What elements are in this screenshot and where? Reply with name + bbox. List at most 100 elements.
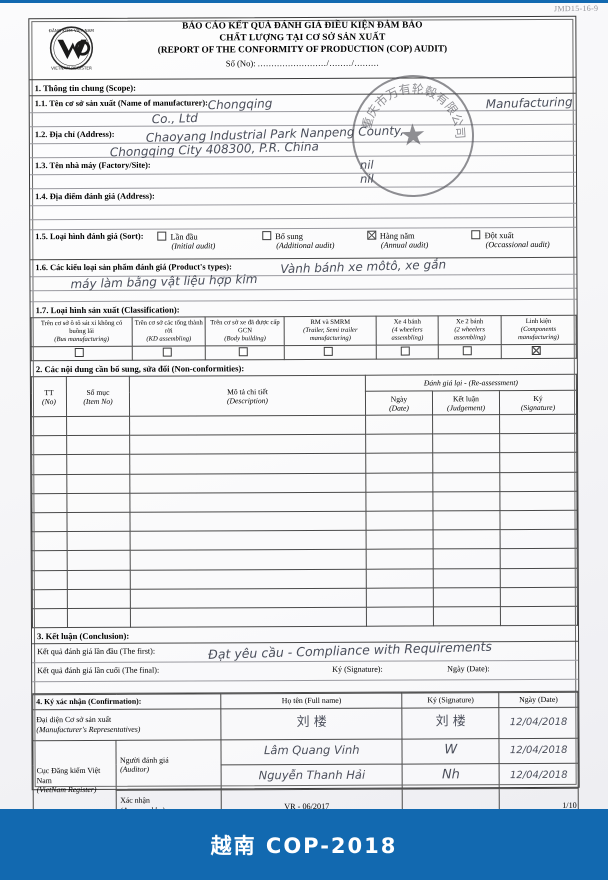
table-cell[interactable] bbox=[366, 530, 434, 550]
table-cell[interactable] bbox=[67, 550, 131, 571]
table-cell[interactable] bbox=[66, 512, 131, 532]
field-1-7-label: 1.7. Loại hình sản xuất (Classification)… bbox=[35, 304, 180, 315]
table-cell[interactable] bbox=[31, 493, 67, 513]
table-cell[interactable] bbox=[32, 531, 68, 552]
checkbox-occasional-audit[interactable] bbox=[471, 230, 481, 240]
table-cell[interactable] bbox=[32, 608, 68, 628]
table-cell[interactable] bbox=[129, 511, 367, 532]
classification-cell-4wheelers[interactable] bbox=[376, 344, 439, 360]
classification-cell-body[interactable] bbox=[205, 345, 285, 360]
table-cell[interactable] bbox=[66, 435, 130, 455]
table-cell[interactable] bbox=[365, 434, 433, 454]
conclusion-spacer bbox=[32, 679, 579, 695]
table-cell[interactable] bbox=[129, 453, 366, 474]
table-cell[interactable] bbox=[130, 568, 367, 589]
table-cell[interactable] bbox=[366, 549, 434, 569]
table-cell[interactable] bbox=[499, 414, 577, 434]
table-cell[interactable] bbox=[366, 568, 434, 588]
table-cell[interactable] bbox=[130, 549, 367, 570]
table-cell[interactable] bbox=[432, 453, 500, 473]
table-cell[interactable] bbox=[130, 530, 367, 551]
table-cell[interactable] bbox=[129, 472, 366, 494]
table-cell[interactable] bbox=[32, 550, 68, 571]
checkbox-4wheelers-assembling[interactable] bbox=[400, 346, 410, 356]
table-cell[interactable] bbox=[129, 434, 366, 455]
table-cell[interactable] bbox=[432, 491, 500, 511]
table-cell[interactable] bbox=[432, 433, 500, 454]
classification-cell-kd[interactable] bbox=[132, 345, 206, 361]
table-cell[interactable] bbox=[66, 416, 130, 436]
table-cell[interactable] bbox=[130, 607, 367, 628]
nc-col-no-vi: TT bbox=[44, 387, 54, 397]
classification-col-body-en: (Body building) bbox=[224, 335, 266, 343]
checkbox-trailer-manufacturing[interactable] bbox=[323, 346, 333, 356]
classification-cell-2wheelers[interactable] bbox=[438, 344, 501, 359]
table-cell[interactable] bbox=[432, 414, 500, 435]
table-cell[interactable] bbox=[500, 548, 578, 569]
table-cell[interactable] bbox=[500, 606, 578, 626]
table-cell[interactable] bbox=[499, 471, 577, 492]
table-cell[interactable] bbox=[66, 493, 130, 513]
sort-option-additional[interactable]: Bổ sung (Additional audit) bbox=[262, 229, 367, 250]
table-cell[interactable] bbox=[500, 586, 578, 607]
table-cell[interactable] bbox=[129, 415, 366, 436]
table-cell[interactable] bbox=[365, 414, 433, 435]
table-cell[interactable] bbox=[499, 433, 577, 454]
table-cell[interactable] bbox=[66, 473, 130, 494]
table-cell[interactable] bbox=[432, 510, 501, 531]
sort-option-annual[interactable]: Hàng năm (Annual audit) bbox=[366, 228, 472, 250]
table-cell[interactable] bbox=[365, 510, 434, 531]
classification-cell-trailer[interactable] bbox=[284, 345, 377, 360]
table-cell[interactable] bbox=[500, 529, 578, 549]
sort-option-initial[interactable]: Lần đầu (Initial audit) bbox=[143, 229, 262, 251]
table-cell[interactable] bbox=[67, 608, 131, 628]
table-cell[interactable] bbox=[67, 531, 131, 551]
sort-option-occasional[interactable]: Đột xuất (Occassional audit) bbox=[471, 228, 577, 249]
table-cell[interactable] bbox=[499, 491, 577, 511]
confirmation-fullname-auditor2-value: Nguyễn Thanh Hải bbox=[258, 768, 366, 783]
table-cell[interactable] bbox=[66, 454, 130, 475]
table-cell[interactable] bbox=[499, 510, 578, 530]
confirmation-signature-auditor2-value: Nh bbox=[441, 767, 460, 783]
table-cell[interactable] bbox=[433, 548, 501, 569]
table-cell[interactable] bbox=[32, 570, 68, 590]
classification-cell-components[interactable] bbox=[500, 344, 577, 359]
checkbox-body-building[interactable] bbox=[238, 347, 248, 357]
table-cell[interactable] bbox=[67, 569, 131, 590]
table-cell[interactable] bbox=[32, 589, 68, 609]
table-cell[interactable] bbox=[31, 512, 68, 532]
checkbox-bus-manufacturing[interactable] bbox=[75, 347, 85, 357]
table-cell[interactable] bbox=[366, 587, 434, 608]
table-cell[interactable] bbox=[129, 491, 366, 513]
checkbox-additional-audit[interactable] bbox=[262, 231, 272, 241]
checkbox-initial-audit[interactable] bbox=[157, 231, 167, 241]
nonconformities-body bbox=[31, 414, 578, 628]
checkbox-components-manufacturing[interactable] bbox=[532, 345, 542, 356]
table-cell[interactable] bbox=[31, 474, 67, 494]
table-cell[interactable] bbox=[365, 491, 433, 512]
field-1-3-label: 1.3. Tên nhà máy (Factory/Site): bbox=[34, 160, 151, 171]
table-cell[interactable] bbox=[433, 606, 501, 626]
field-1-6-label: 1.6. Các kiểu loại sản phẩm đánh giá (Pr… bbox=[35, 262, 232, 273]
table-cell[interactable] bbox=[31, 454, 67, 475]
table-cell[interactable] bbox=[500, 567, 578, 588]
table-cell[interactable] bbox=[433, 587, 501, 607]
classification-cell-bus[interactable] bbox=[31, 346, 133, 361]
table-cell[interactable] bbox=[130, 587, 367, 609]
table-cell[interactable] bbox=[67, 588, 131, 609]
checkbox-2wheelers-assembling[interactable] bbox=[463, 346, 473, 356]
table-cell[interactable] bbox=[499, 452, 577, 473]
checkbox-annual-audit[interactable] bbox=[366, 230, 376, 240]
table-cell[interactable] bbox=[366, 606, 434, 627]
table-row bbox=[31, 433, 577, 456]
confirmation-group-vr-en: (VietNam Register) bbox=[36, 785, 97, 795]
table-cell[interactable] bbox=[432, 472, 500, 492]
checkbox-kd-assembling[interactable] bbox=[162, 347, 172, 357]
table-cell[interactable] bbox=[433, 529, 501, 550]
table-cell[interactable] bbox=[365, 453, 433, 473]
table-cell[interactable] bbox=[31, 416, 67, 436]
field-1-1-value-line2: Co., Ltd bbox=[151, 110, 199, 127]
table-cell[interactable] bbox=[433, 568, 501, 588]
table-cell[interactable] bbox=[31, 435, 67, 456]
table-cell[interactable] bbox=[365, 472, 433, 492]
